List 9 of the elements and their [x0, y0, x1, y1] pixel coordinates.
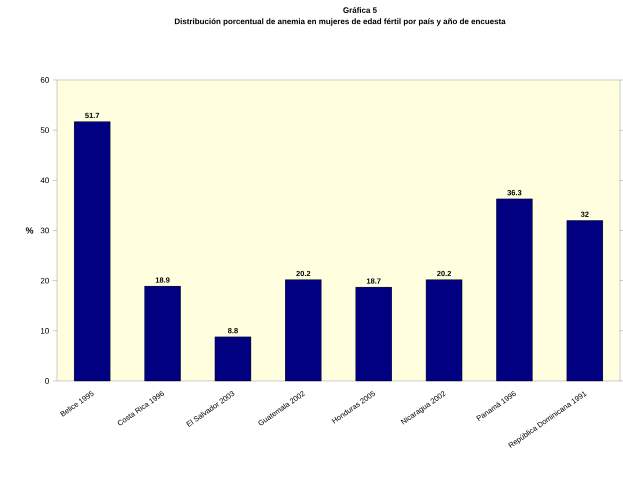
bar	[74, 121, 110, 382]
bar	[214, 336, 252, 382]
bar	[285, 279, 322, 382]
bar	[144, 286, 181, 382]
bar	[566, 220, 604, 382]
y-axis-title: %	[26, 227, 34, 234]
bar	[426, 279, 462, 382]
bar	[496, 198, 533, 382]
bar	[355, 286, 392, 382]
